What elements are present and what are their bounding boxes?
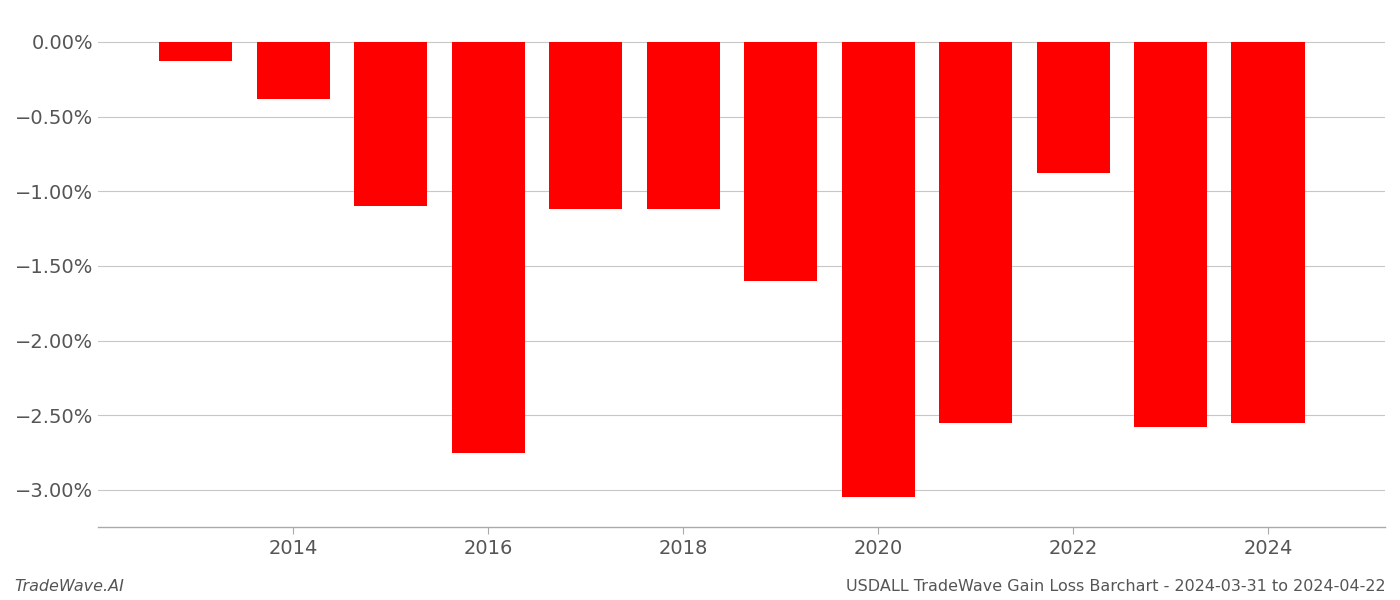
Bar (256, 42, 330, 98)
Bar (452, 42, 525, 452)
Bar (354, 42, 427, 206)
Bar (1232, 42, 1305, 422)
Bar (647, 42, 720, 209)
Text: TradeWave.AI: TradeWave.AI (14, 579, 123, 594)
Bar (939, 42, 1012, 422)
Bar (743, 42, 818, 281)
Bar (1036, 42, 1110, 173)
Bar (1134, 42, 1207, 427)
Bar (841, 42, 914, 497)
Bar (160, 42, 232, 61)
Bar (549, 42, 622, 209)
Text: USDALL TradeWave Gain Loss Barchart - 2024-03-31 to 2024-04-22: USDALL TradeWave Gain Loss Barchart - 20… (847, 579, 1386, 594)
